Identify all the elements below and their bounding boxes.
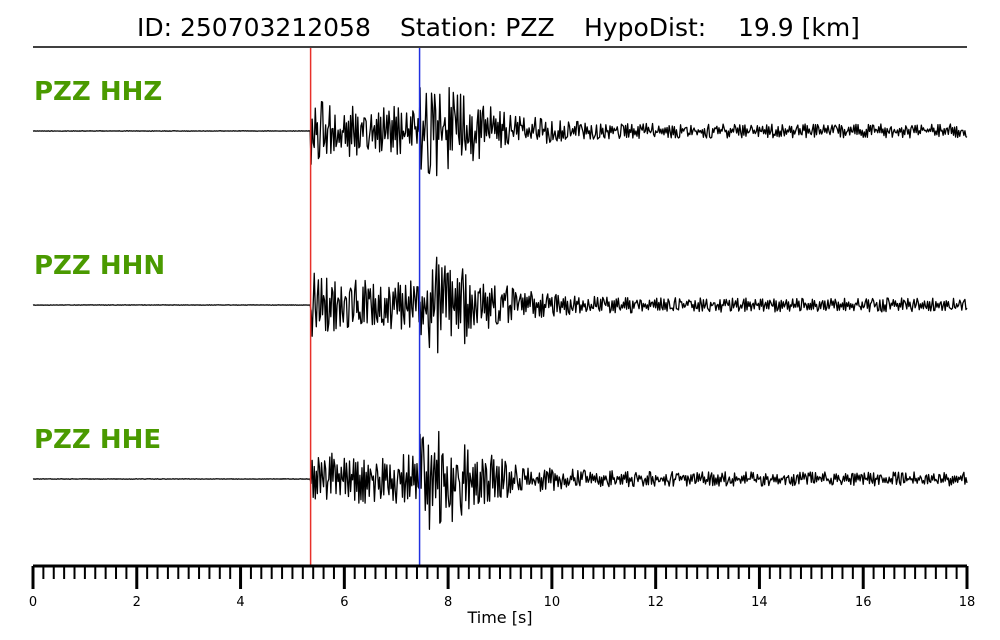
x-tick-label: 2 [133, 595, 141, 610]
x-tick-label: 18 [959, 595, 976, 610]
trace-hhz [32, 86, 968, 177]
x-tick-label: 14 [751, 595, 768, 610]
waveform-traces [32, 86, 968, 530]
figure-title: ID: 250703212058 Station: PZZ HypoDist: … [137, 13, 860, 42]
x-tick-label: 16 [855, 595, 872, 610]
channel-label-hhe: PZZ HHE [34, 425, 161, 455]
channel-labels: PZZ HHZ PZZ HHN PZZ HHE [34, 77, 165, 455]
title-event-id: ID: 250703212058 [137, 13, 371, 42]
x-tick-label: 0 [29, 595, 37, 610]
x-tick-label: 4 [236, 595, 244, 610]
trace-hhn [32, 256, 968, 354]
x-axis-label: Time [s] [466, 608, 532, 627]
time-axis: 0 2 4 6 8 10 12 14 16 18 Time [s] [29, 564, 976, 627]
x-tick-label: 8 [444, 595, 452, 610]
trace-hhe [32, 430, 968, 530]
x-tick-label: 10 [544, 595, 561, 610]
channel-label-hhz: PZZ HHZ [34, 77, 162, 107]
x-tick-label: 6 [340, 595, 348, 610]
title-hypodist: HypoDist: 19.9 [km] [584, 13, 860, 42]
title-station: Station: PZZ [400, 13, 555, 42]
channel-label-hhn: PZZ HHN [34, 251, 165, 281]
x-tick-label: 12 [647, 595, 664, 610]
phase-picks [309, 48, 421, 566]
